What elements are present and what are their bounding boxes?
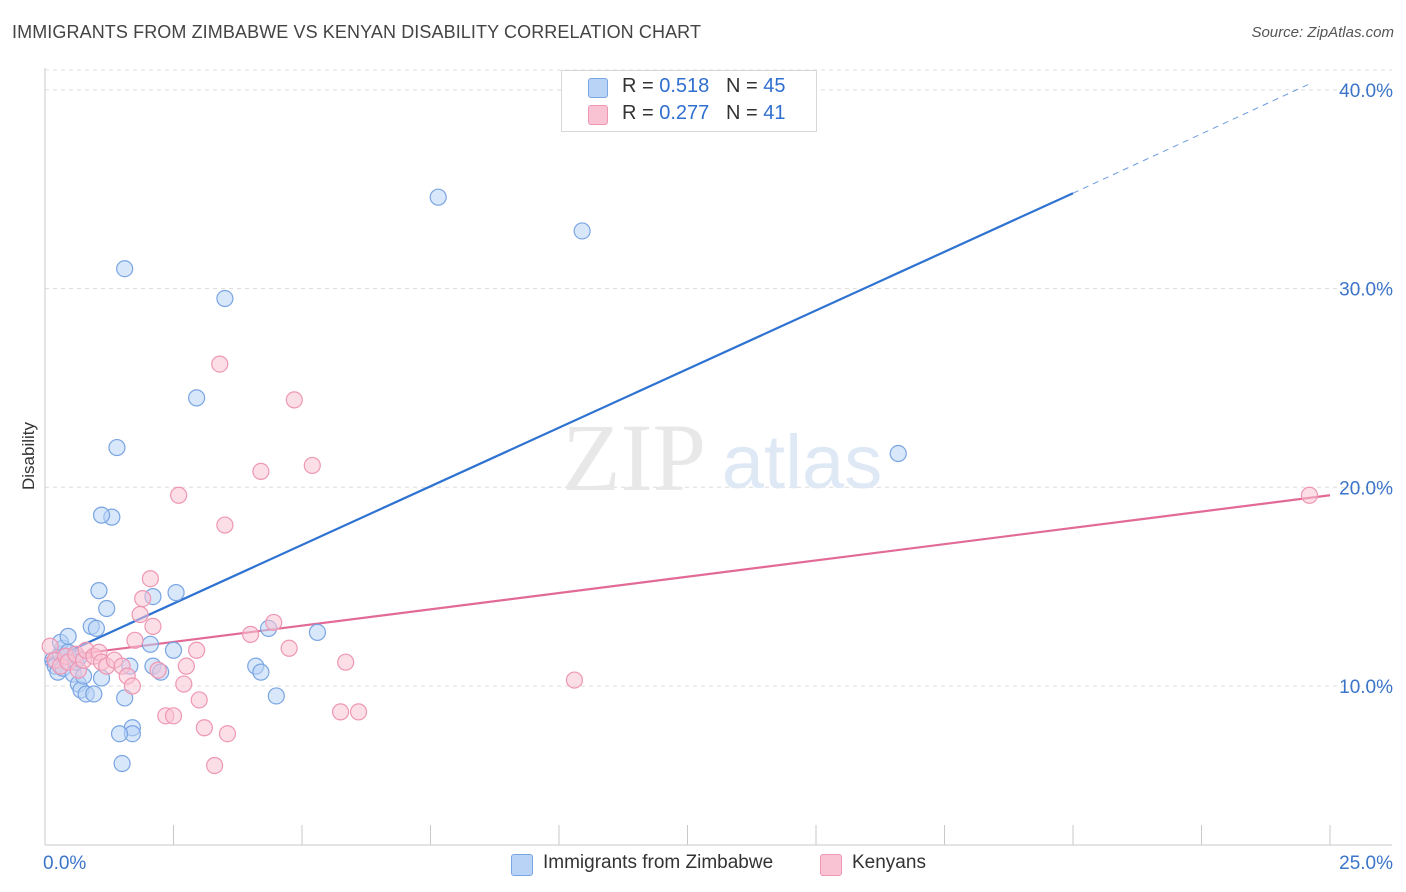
point-kenyans [177, 657, 195, 675]
legend-n-value: 45 [763, 75, 786, 97]
point-kenyans [211, 355, 229, 373]
data-points [41, 188, 1319, 775]
point-zimbabwe [889, 444, 907, 463]
legend-swatch-zimbabwe [511, 854, 533, 876]
point-zimbabwe [164, 641, 183, 659]
trendline-zimbabwe-extension [1072, 83, 1310, 194]
point-kenyans [175, 675, 193, 693]
point-kenyans [331, 703, 350, 721]
point-kenyans [126, 631, 144, 649]
point-zimbabwe [87, 619, 106, 637]
y-tick-label: 10.0% [1339, 677, 1393, 698]
y-tick-label: 20.0% [1339, 478, 1393, 499]
legend-r-label: R = [622, 102, 660, 124]
point-kenyans [265, 613, 283, 632]
legend-r-value: 0.277 [659, 102, 710, 124]
point-kenyans [565, 671, 584, 689]
point-kenyans [123, 677, 141, 695]
y-tick-label: 40.0% [1339, 81, 1393, 102]
point-kenyans [218, 725, 237, 743]
trendlines [44, 83, 1331, 664]
legend-r-label: R = [622, 75, 660, 97]
point-kenyans [206, 756, 224, 775]
point-zimbabwe [59, 627, 77, 645]
watermark-atlas: atlas [722, 420, 883, 505]
point-kenyans [242, 625, 260, 643]
point-kenyans [285, 391, 303, 409]
point-kenyans [190, 691, 208, 709]
point-kenyans [195, 719, 213, 737]
y-tick-label: 30.0% [1339, 280, 1393, 301]
point-zimbabwe [141, 635, 159, 653]
point-zimbabwe [108, 438, 126, 457]
axes [44, 68, 1392, 846]
point-kenyans [303, 456, 321, 475]
legend-swatch-blue [588, 78, 608, 98]
point-zimbabwe [252, 663, 270, 681]
point-zimbabwe [98, 599, 116, 618]
watermark-zip: ZIP [562, 404, 706, 511]
point-kenyans [216, 516, 234, 534]
point-zimbabwe [308, 623, 327, 641]
trendline-kenyans [44, 494, 1331, 660]
point-zimbabwe [267, 687, 285, 705]
point-zimbabwe [110, 725, 129, 743]
gridlines [45, 69, 1392, 687]
point-kenyans [131, 605, 149, 624]
legend-swatch-kenyans [820, 854, 842, 876]
point-kenyans [141, 570, 159, 588]
point-kenyans [144, 617, 162, 636]
correlation-legend: R = 0.518 N = 45 R = 0.277 N = 41 [561, 70, 817, 132]
legend-n-label: N = [725, 75, 764, 97]
x-tick-label: 25.0% [1339, 853, 1393, 874]
legend-n-label: N = [725, 102, 764, 124]
point-zimbabwe [573, 222, 591, 240]
point-kenyans [188, 641, 206, 659]
point-kenyans [1300, 486, 1319, 504]
point-zimbabwe [429, 188, 447, 206]
point-kenyans [252, 462, 270, 481]
point-zimbabwe [92, 506, 111, 524]
x-tick-labels: 0.0% 25.0% [43, 853, 1393, 874]
point-kenyans [149, 661, 167, 679]
legend-label-zimbabwe: Immigrants from Zimbabwe [543, 852, 774, 873]
point-kenyans [170, 486, 188, 504]
point-zimbabwe [188, 389, 206, 407]
point-zimbabwe [167, 584, 185, 602]
point-kenyans [164, 707, 183, 725]
trendline-zimbabwe [44, 192, 1074, 664]
legend-n-value: 41 [763, 102, 786, 124]
point-kenyans [337, 653, 355, 671]
y-tick-labels: 10.0% 20.0% 30.0% 40.0% [1339, 81, 1393, 698]
point-kenyans [280, 639, 298, 657]
source-label: Source: ZipAtlas.com [1251, 24, 1394, 41]
legend-swatch-pink [588, 105, 608, 125]
chart-title: IMMIGRANTS FROM ZIMBABWE VS KENYAN DISAB… [12, 22, 702, 42]
point-zimbabwe [85, 685, 103, 703]
point-kenyans [349, 703, 368, 721]
legend-label-kenyans: Kenyans [852, 852, 926, 873]
watermark: ZIP atlas [562, 404, 882, 511]
point-zimbabwe [113, 754, 131, 773]
point-zimbabwe [116, 260, 134, 278]
point-zimbabwe [116, 689, 134, 707]
legend-r-value: 0.518 [659, 75, 710, 97]
point-zimbabwe [90, 582, 108, 600]
point-kenyans [134, 589, 152, 608]
point-zimbabwe [216, 289, 234, 308]
y-axis-label: Disability [19, 421, 38, 490]
x-tick-label: 0.0% [43, 853, 86, 874]
